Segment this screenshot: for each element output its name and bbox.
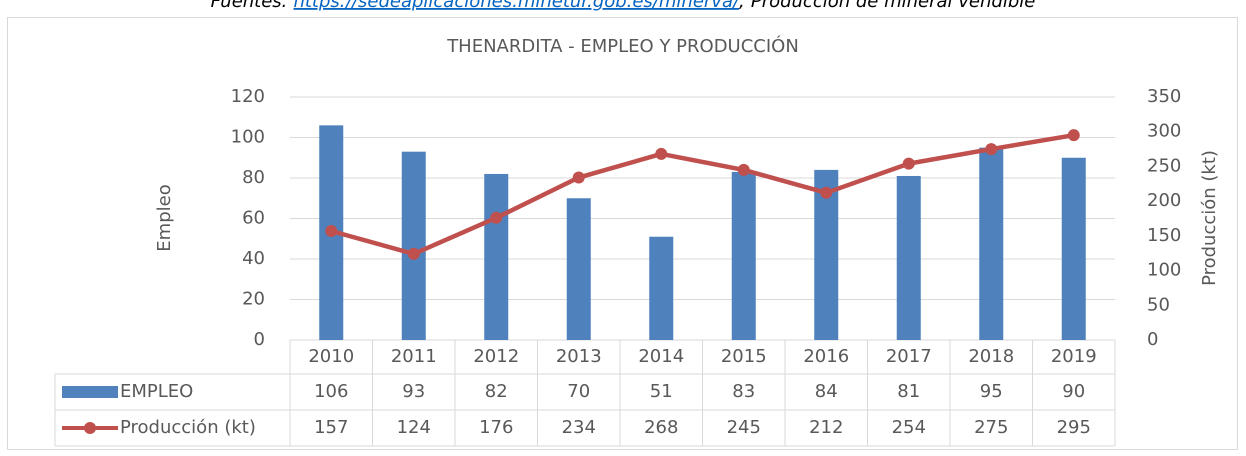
table-value: 84 <box>815 381 838 402</box>
x-tick-label: 2011 <box>391 346 437 367</box>
line-point <box>490 211 503 224</box>
line-point <box>572 171 585 184</box>
table-value: 83 <box>732 381 755 402</box>
y2-tick-label: 200 <box>1147 190 1181 211</box>
y-tick-label: 0 <box>254 329 265 350</box>
source-link[interactable]: https://sedeaplicaciones.minetur.gob.es/… <box>293 0 741 12</box>
y2-tick-label: 100 <box>1147 260 1181 281</box>
legend-key <box>84 422 96 434</box>
bar <box>566 198 591 340</box>
table-value: 212 <box>809 417 843 438</box>
bar <box>731 171 756 340</box>
y-tick-label: 20 <box>242 289 265 310</box>
table-value: 245 <box>727 417 761 438</box>
x-tick-label: 2015 <box>721 346 767 367</box>
y2-tick-label: 350 <box>1147 86 1181 107</box>
legend-label: EMPLEO <box>120 381 193 402</box>
y-tick-label: 80 <box>242 167 265 188</box>
bar <box>649 236 674 340</box>
table-value: 95 <box>980 381 1003 402</box>
bar <box>484 173 509 340</box>
table-value: 268 <box>644 417 678 438</box>
table-value: 275 <box>974 417 1008 438</box>
x-tick-label: 2013 <box>556 346 602 367</box>
table-value: 295 <box>1057 417 1091 438</box>
table-value: 82 <box>485 381 508 402</box>
table-value: 90 <box>1062 381 1085 402</box>
x-tick-label: 2019 <box>1051 346 1097 367</box>
y-tick-label: 60 <box>242 208 265 229</box>
x-tick-label: 2016 <box>803 346 849 367</box>
y2-tick-label: 50 <box>1147 294 1170 315</box>
source: Fuentes: https://sedeaplicaciones.minetu… <box>211 0 1036 12</box>
line-point <box>902 157 915 170</box>
table-value: 81 <box>897 381 920 402</box>
bar <box>979 147 1004 340</box>
bar <box>1061 157 1086 340</box>
line-point <box>985 143 998 156</box>
bar <box>401 151 426 340</box>
y2-axis-label: Producción (kt) <box>1199 150 1220 286</box>
line-point <box>820 186 833 199</box>
table-value: 157 <box>314 417 348 438</box>
source-suffix: ; Producción de mineral vendible <box>739 0 1035 12</box>
y2-tick-label: 300 <box>1147 121 1181 142</box>
line-point <box>655 147 668 160</box>
x-tick-label: 2014 <box>638 346 684 367</box>
y-tick-label: 120 <box>231 86 265 107</box>
y-axis-label: Empleo <box>154 184 175 251</box>
line-point <box>737 163 750 176</box>
chart-title: THENARDITA - EMPLEO Y PRODUCCIÓN <box>446 35 799 57</box>
x-tick-label: 2018 <box>968 346 1014 367</box>
x-tick-label: 2017 <box>886 346 932 367</box>
legend-key <box>62 386 118 398</box>
table-value: 234 <box>562 417 596 438</box>
bar <box>896 175 921 340</box>
source-prefix: Fuentes: <box>211 0 294 12</box>
line-point <box>407 247 420 260</box>
x-tick-label: 2012 <box>473 346 519 367</box>
legend-label: Producción (kt) <box>120 417 256 438</box>
x-tick-label: 2010 <box>308 346 354 367</box>
table-value: 93 <box>402 381 425 402</box>
table-value: 124 <box>397 417 431 438</box>
table-value: 254 <box>892 417 926 438</box>
y-tick-label: 100 <box>231 127 265 148</box>
table-value: 106 <box>314 381 348 402</box>
table-value: 51 <box>650 381 673 402</box>
line-point <box>1067 129 1080 142</box>
line-point <box>325 224 338 237</box>
y2-tick-label: 150 <box>1147 225 1181 246</box>
chart-border <box>7 17 1238 450</box>
table-value: 70 <box>567 381 590 402</box>
y-tick-label: 40 <box>242 248 265 269</box>
table-value: 176 <box>479 417 513 438</box>
line <box>330 132 1075 257</box>
y2-tick-label: 250 <box>1147 155 1181 176</box>
y2-tick-label: 0 <box>1147 329 1158 350</box>
